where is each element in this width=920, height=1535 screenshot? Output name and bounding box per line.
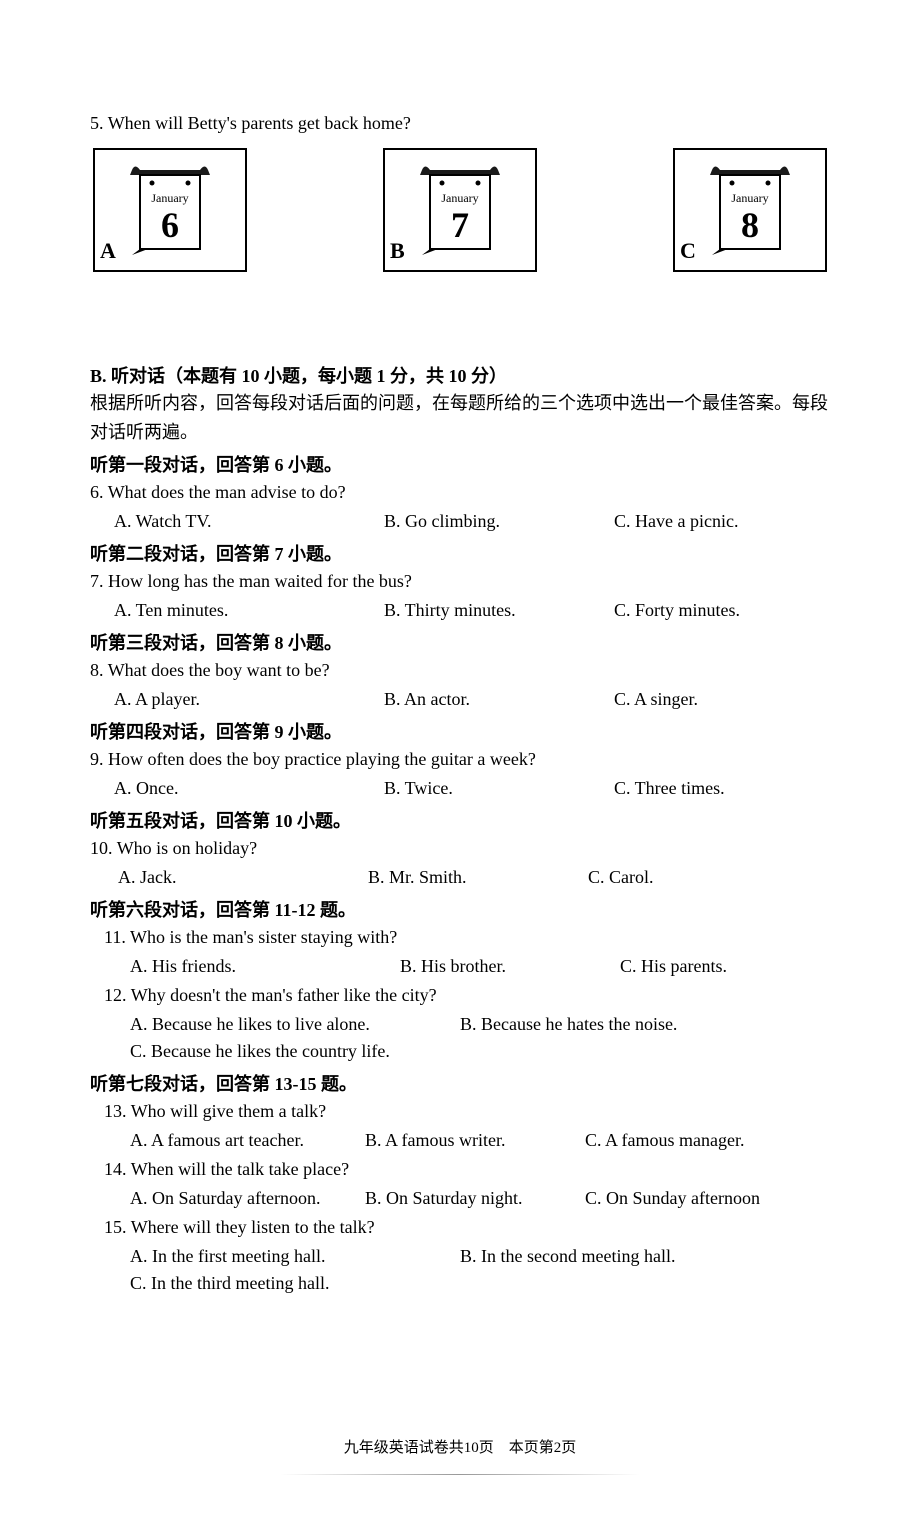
q12-num: 12. xyxy=(104,985,127,1005)
dialog-3-header: 听第三段对话，回答第 8 小题。 xyxy=(90,630,830,657)
q10-opt-b[interactable]: B. Mr. Smith. xyxy=(368,864,588,891)
q7-num: 7. xyxy=(90,571,104,591)
calendar-options-row: January 6 A January 7 B xyxy=(90,145,830,275)
q9-text: How often does the boy practice playing … xyxy=(108,749,536,769)
question-8: 8. What does the boy want to be? xyxy=(90,657,830,684)
q9-opt-c[interactable]: C. Three times. xyxy=(614,775,725,802)
q7-opt-b[interactable]: B. Thirty minutes. xyxy=(384,597,614,624)
q11-opt-b[interactable]: B. His brother. xyxy=(400,953,620,980)
calendar-option-b[interactable]: January 7 B xyxy=(380,145,540,275)
q15-options: A. In the first meeting hall. B. In the … xyxy=(90,1243,830,1297)
q14-opt-b[interactable]: B. On Saturday night. xyxy=(365,1185,585,1212)
q6-opt-b[interactable]: B. Go climbing. xyxy=(384,508,614,535)
svg-text:6: 6 xyxy=(161,205,179,245)
dialog-1-header: 听第一段对话，回答第 6 小题。 xyxy=(90,452,830,479)
question-9: 9. How often does the boy practice playi… xyxy=(90,746,830,773)
footer-text: 九年级英语试卷共10页 本页第2页 xyxy=(344,1440,577,1456)
question-11: 11. Who is the man's sister staying with… xyxy=(90,924,830,951)
svg-text:January: January xyxy=(151,191,188,205)
option-label-c: C xyxy=(680,234,696,267)
q10-num: 10. xyxy=(90,838,113,858)
q13-options: A. A famous art teacher. B. A famous wri… xyxy=(90,1127,830,1154)
q14-opt-c[interactable]: C. On Sunday afternoon xyxy=(585,1185,760,1212)
question-15: 15. Where will they listen to the talk? xyxy=(90,1214,830,1241)
q6-num: 6. xyxy=(90,482,104,502)
q8-opt-c[interactable]: C. A singer. xyxy=(614,686,698,713)
q14-text: When will the talk take place? xyxy=(131,1159,349,1179)
q9-num: 9. xyxy=(90,749,104,769)
q8-options: A. A player. B. An actor. C. A singer. xyxy=(90,686,830,713)
q9-opt-a[interactable]: A. Once. xyxy=(114,775,384,802)
q7-opt-a[interactable]: A. Ten minutes. xyxy=(114,597,384,624)
dialog-2-header: 听第二段对话，回答第 7 小题。 xyxy=(90,541,830,568)
q9-options: A. Once. B. Twice. C. Three times. xyxy=(90,775,830,802)
q15-opt-b[interactable]: B. In the second meeting hall. xyxy=(460,1243,675,1270)
q8-opt-a[interactable]: A. A player. xyxy=(114,686,384,713)
q14-opt-a[interactable]: A. On Saturday afternoon. xyxy=(130,1185,365,1212)
q15-opt-a[interactable]: A. In the first meeting hall. xyxy=(130,1243,460,1270)
q8-opt-b[interactable]: B. An actor. xyxy=(384,686,614,713)
question-7: 7. How long has the man waited for the b… xyxy=(90,568,830,595)
dialog-4-header: 听第四段对话，回答第 9 小题。 xyxy=(90,719,830,746)
q12-opt-b[interactable]: B. Because he hates the noise. xyxy=(460,1011,677,1038)
q12-text: Why doesn't the man's father like the ci… xyxy=(131,985,437,1005)
q10-text: Who is on holiday? xyxy=(117,838,257,858)
q15-opt-c[interactable]: C. In the third meeting hall. xyxy=(130,1270,329,1297)
question-5: 5. When will Betty's parents get back ho… xyxy=(90,110,830,137)
question-12: 12. Why doesn't the man's father like th… xyxy=(90,982,830,1009)
q15-num: 15. xyxy=(104,1217,127,1237)
q10-opt-a[interactable]: A. Jack. xyxy=(118,864,368,891)
page-footer: 九年级英语试卷共10页 本页第2页 xyxy=(90,1437,830,1475)
q6-opt-c[interactable]: C. Have a picnic. xyxy=(614,508,738,535)
q13-opt-c[interactable]: C. A famous manager. xyxy=(585,1127,744,1154)
dialog-7-header: 听第七段对话，回答第 13-15 题。 xyxy=(90,1071,830,1098)
question-10: 10. Who is on holiday? xyxy=(90,835,830,862)
q9-opt-b[interactable]: B. Twice. xyxy=(384,775,614,802)
question-6: 6. What does the man advise to do? xyxy=(90,479,830,506)
q8-text: What does the boy want to be? xyxy=(108,660,330,680)
q12-opt-a[interactable]: A. Because he likes to live alone. xyxy=(130,1011,460,1038)
svg-text:7: 7 xyxy=(451,205,469,245)
svg-text:January: January xyxy=(441,191,478,205)
question-14: 14. When will the talk take place? xyxy=(90,1156,830,1183)
q7-opt-c[interactable]: C. Forty minutes. xyxy=(614,597,740,624)
q6-opt-a[interactable]: A. Watch TV. xyxy=(114,508,384,535)
option-label-a: A xyxy=(100,234,116,267)
q11-opt-c[interactable]: C. His parents. xyxy=(620,953,727,980)
svg-text:8: 8 xyxy=(741,205,759,245)
svg-text:January: January xyxy=(731,191,768,205)
q11-num: 11. xyxy=(104,927,126,947)
q6-options: A. Watch TV. B. Go climbing. C. Have a p… xyxy=(90,508,830,535)
q7-options: A. Ten minutes. B. Thirty minutes. C. Fo… xyxy=(90,597,830,624)
q5-number: 5. xyxy=(90,113,104,133)
q15-text: Where will they listen to the talk? xyxy=(131,1217,375,1237)
calendar-option-c[interactable]: January 8 C xyxy=(670,145,830,275)
q13-text: Who will give them a talk? xyxy=(131,1101,326,1121)
q13-opt-b[interactable]: B. A famous writer. xyxy=(365,1127,585,1154)
q10-opt-c[interactable]: C. Carol. xyxy=(588,864,654,891)
q11-opt-a[interactable]: A. His friends. xyxy=(130,953,400,980)
q5-text: When will Betty's parents get back home? xyxy=(108,113,411,133)
footer-rule xyxy=(280,1474,640,1475)
dialog-5-header: 听第五段对话，回答第 10 小题。 xyxy=(90,808,830,835)
q11-options: A. His friends. B. His brother. C. His p… xyxy=(90,953,830,980)
q12-opt-c[interactable]: C. Because he likes the country life. xyxy=(130,1038,390,1065)
q13-num: 13. xyxy=(104,1101,127,1121)
section-b-instruction-1: 根据所听内容，回答每段对话后面的问题，在每题所给的三个选项中选出一个最佳答案。每… xyxy=(90,390,830,417)
q14-options: A. On Saturday afternoon. B. On Saturday… xyxy=(90,1185,830,1212)
q7-text: How long has the man waited for the bus? xyxy=(108,571,412,591)
question-13: 13. Who will give them a talk? xyxy=(90,1098,830,1125)
section-b-header: B. 听对话（本题有 10 小题，每小题 1 分，共 10 分） xyxy=(90,363,830,390)
q6-text: What does the man advise to do? xyxy=(108,482,346,502)
q14-num: 14. xyxy=(104,1159,127,1179)
q10-options: A. Jack. B. Mr. Smith. C. Carol. xyxy=(90,864,830,891)
q12-options: A. Because he likes to live alone. B. Be… xyxy=(90,1011,830,1065)
calendar-option-a[interactable]: January 6 A xyxy=(90,145,250,275)
q8-num: 8. xyxy=(90,660,104,680)
section-b-instruction-2: 对话听两遍。 xyxy=(90,419,830,446)
dialog-6-header: 听第六段对话，回答第 11-12 题。 xyxy=(90,897,830,924)
q11-text: Who is the man's sister staying with? xyxy=(130,927,397,947)
q13-opt-a[interactable]: A. A famous art teacher. xyxy=(130,1127,365,1154)
option-label-b: B xyxy=(390,234,405,267)
